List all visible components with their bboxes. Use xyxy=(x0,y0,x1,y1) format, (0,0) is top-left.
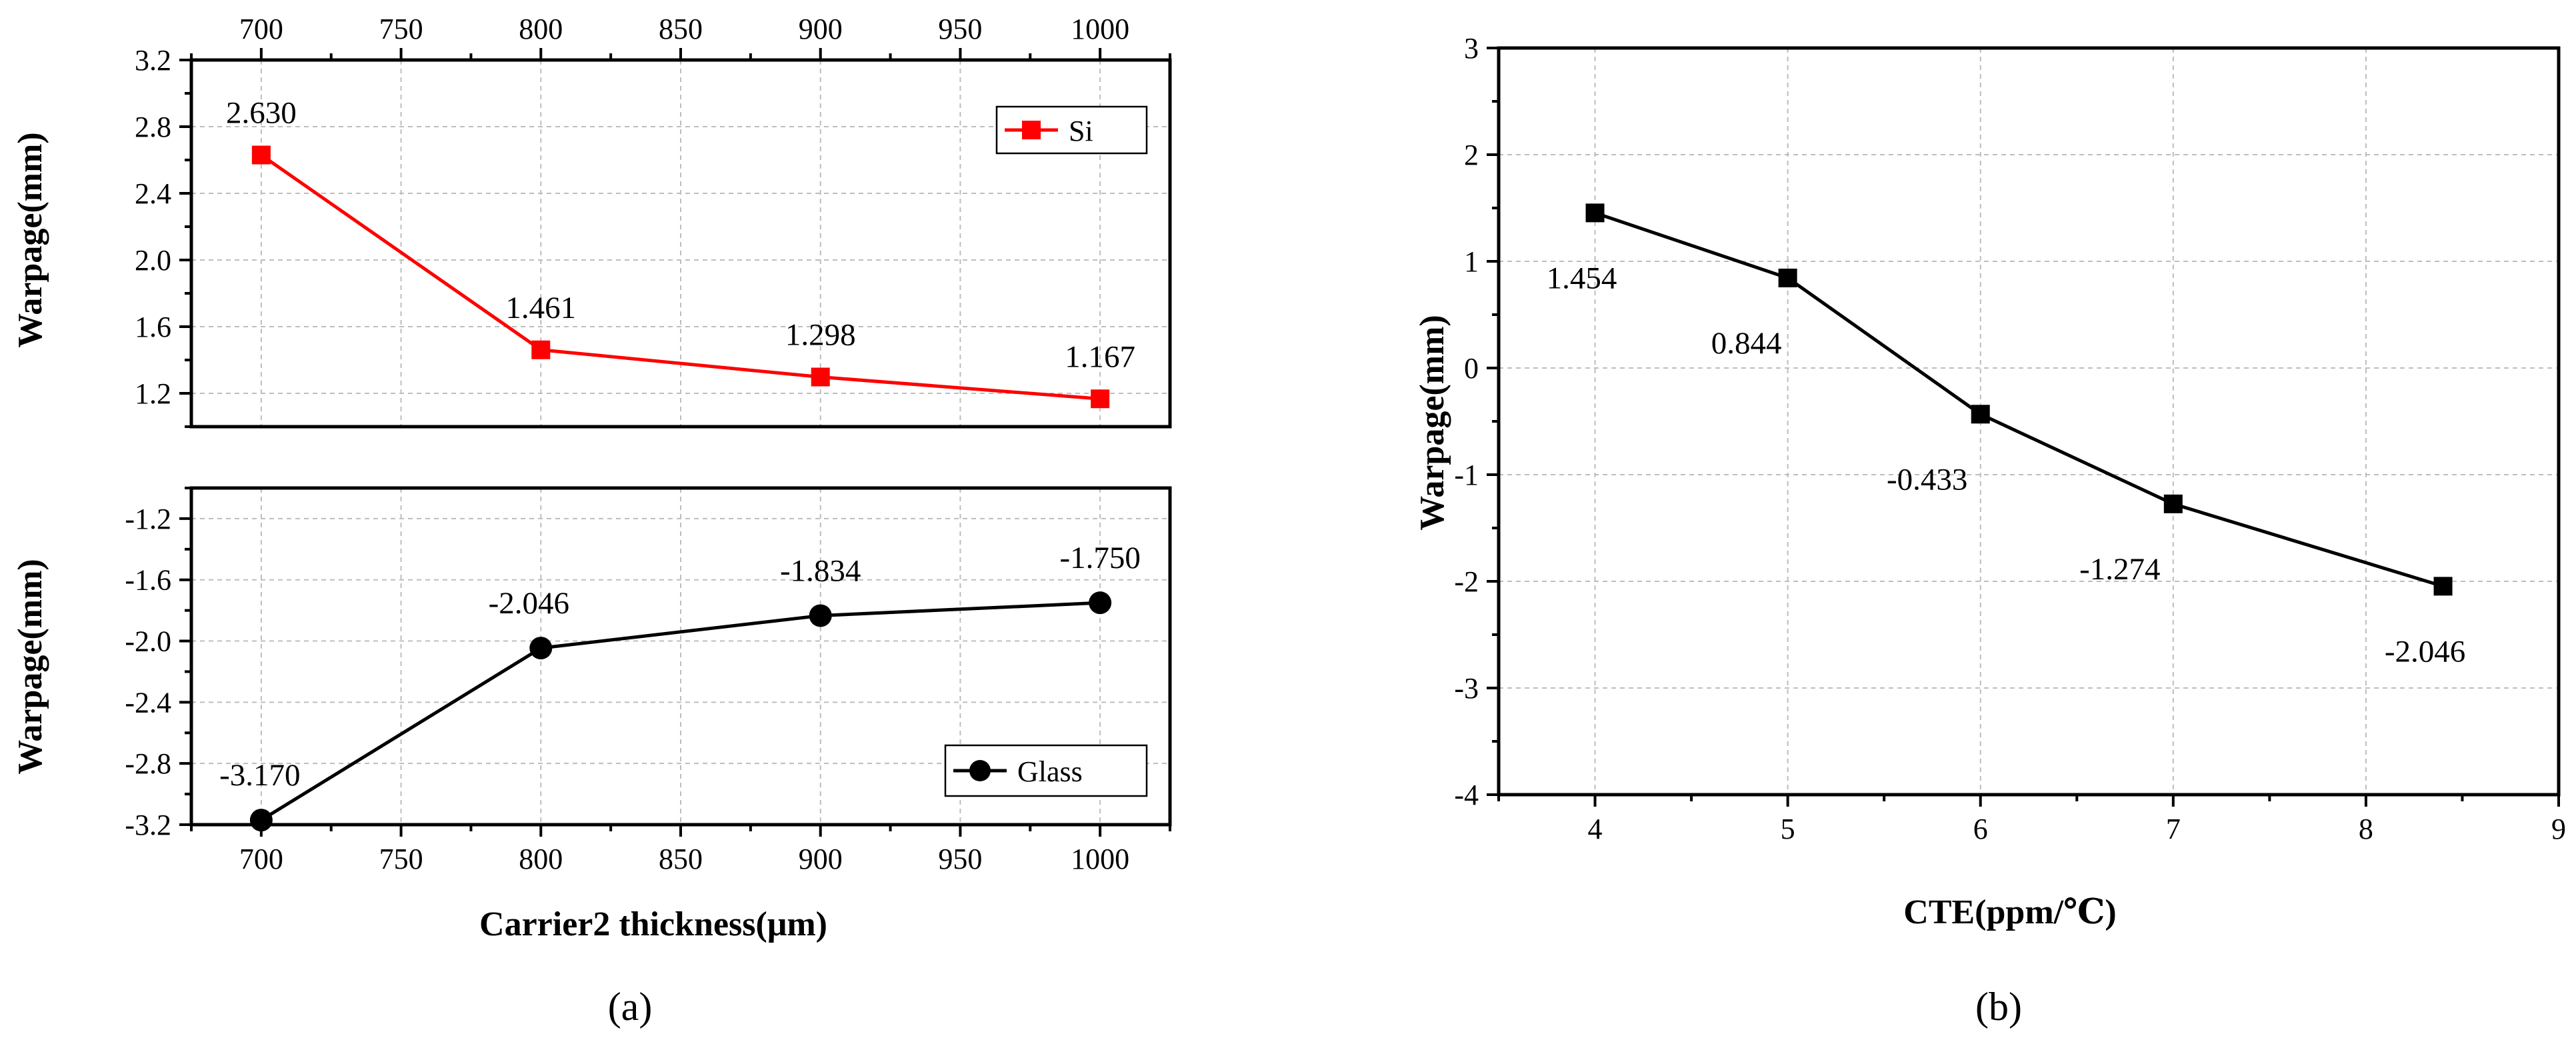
y-tick-label: 1.2 xyxy=(135,377,171,410)
y-tick-label: 2.0 xyxy=(135,244,171,277)
data-label: -2.046 xyxy=(489,586,569,621)
y-tick-label: 1.6 xyxy=(135,311,171,343)
y-tick-label: -3 xyxy=(1454,672,1479,705)
x-tick-label: 850 xyxy=(659,843,703,875)
panel-b-chart: 4 5 6 7 8 9 -4 -3 -2 -1 0 1 2 3 1.454 0.844 -0.433 -1.274… xyxy=(1454,32,2566,845)
panel-a-top-chart: 700 750 800 850 900 950 1000 1.2 1.6 2.0 2.4 2.8 3.2… xyxy=(135,13,1172,429)
data-label: 1.298 xyxy=(785,318,856,353)
data-label: 2.630 xyxy=(226,96,297,131)
y-tick-label: -2 xyxy=(1454,565,1479,598)
data-point-cte xyxy=(2163,494,2183,513)
legend-marker xyxy=(969,760,991,781)
data-label: -0.433 xyxy=(1887,462,1967,497)
x-tick-label: 5 xyxy=(1781,813,1795,845)
y-tick-label: 2 xyxy=(1464,139,1479,171)
panel-a-xlabel: Carrier2 thickness(μm) xyxy=(479,905,827,943)
y-tick-label: -1.2 xyxy=(125,503,171,535)
y-tick-label: -2.4 xyxy=(125,686,171,719)
data-label: -1.834 xyxy=(780,553,861,588)
y-tick-label: -1 xyxy=(1454,459,1479,491)
data-point-glass xyxy=(529,637,553,660)
x-tick-label: 9 xyxy=(2551,813,2566,845)
data-point-cte xyxy=(1585,203,1605,223)
x-tick-label: 4 xyxy=(1588,813,1603,845)
legend-marker xyxy=(1022,121,1041,139)
data-label: 1.454 xyxy=(1547,261,1617,295)
data-label: -3.170 xyxy=(219,758,300,793)
data-point-cte xyxy=(2433,577,2453,596)
x-tick-label: 750 xyxy=(379,13,423,45)
y-tick-label: -1.6 xyxy=(125,564,171,597)
y-tick-label: -4 xyxy=(1454,779,1479,811)
data-label: 1.167 xyxy=(1065,339,1135,374)
data-point-cte xyxy=(1971,405,1990,424)
x-tick-label: 900 xyxy=(799,13,843,45)
data-point-si xyxy=(811,367,830,387)
y-tick-label: -2.0 xyxy=(125,625,171,658)
x-tick-label: 700 xyxy=(239,843,283,875)
series-line-si xyxy=(260,153,1101,401)
data-label: -2.046 xyxy=(2385,634,2465,669)
y-tick-label: -3.2 xyxy=(125,809,171,841)
data-point-si xyxy=(531,340,551,359)
data-label: -1.274 xyxy=(2079,552,2160,587)
data-point-glass xyxy=(249,809,273,832)
y-tick-label: 1 xyxy=(1464,245,1479,278)
panel-b-ylabel: Warpage(mm) xyxy=(1413,315,1451,530)
legend-label: Si xyxy=(1069,115,1093,147)
y-tick-label: 2.4 xyxy=(135,177,171,210)
x-tick-label: 950 xyxy=(938,13,982,45)
y-tick-label: 2.8 xyxy=(135,111,171,143)
data-point-si xyxy=(251,145,271,165)
data-point-si xyxy=(1091,389,1110,409)
data-point-glass xyxy=(809,604,832,627)
x-tick-label: 750 xyxy=(379,843,423,875)
data-label: -1.750 xyxy=(1059,541,1140,575)
x-tick-label: 7 xyxy=(2166,813,2181,845)
y-tick-label: 3 xyxy=(1464,32,1479,65)
panel-a-bottom-ylabel: Warpage(mm) xyxy=(11,559,49,774)
data-point-glass xyxy=(1089,591,1112,615)
panel-b-xlabel: CTE(ppm/℃) xyxy=(1903,893,2116,931)
x-tick-label: 1000 xyxy=(1071,843,1129,875)
x-tick-label: 6 xyxy=(1973,813,1988,845)
caption-b: (b) xyxy=(1975,985,2022,1029)
caption-a: (a) xyxy=(608,985,653,1029)
plot-frame xyxy=(1497,46,2561,797)
x-tick-label: 8 xyxy=(2359,813,2373,845)
x-tick-label: 850 xyxy=(659,13,703,45)
x-tick-label: 900 xyxy=(799,843,843,875)
data-label: 1.461 xyxy=(505,291,576,325)
x-tick-label: 1000 xyxy=(1071,13,1129,45)
y-tick-label: -2.8 xyxy=(125,747,171,780)
data-label: 0.844 xyxy=(1711,326,1782,361)
legend-label: Glass xyxy=(1017,755,1083,788)
x-tick-label: 800 xyxy=(519,13,563,45)
panel-a-top-ylabel: Warpage(mm) xyxy=(11,132,49,347)
series-line-glass xyxy=(260,601,1101,822)
y-tick-label: 3.2 xyxy=(135,44,171,77)
y-tick-label: 0 xyxy=(1464,352,1479,385)
x-tick-label: 800 xyxy=(519,843,563,875)
series-line-cte xyxy=(1594,211,2444,588)
panel-a-bottom-chart: 700 750 800 850 900 950 1000 -3.2 -2.8 -2.4 -2.0 -1… xyxy=(125,486,1172,875)
data-point-cte xyxy=(1778,268,1797,287)
x-tick-label: 950 xyxy=(938,843,982,875)
x-tick-label: 700 xyxy=(239,13,283,45)
